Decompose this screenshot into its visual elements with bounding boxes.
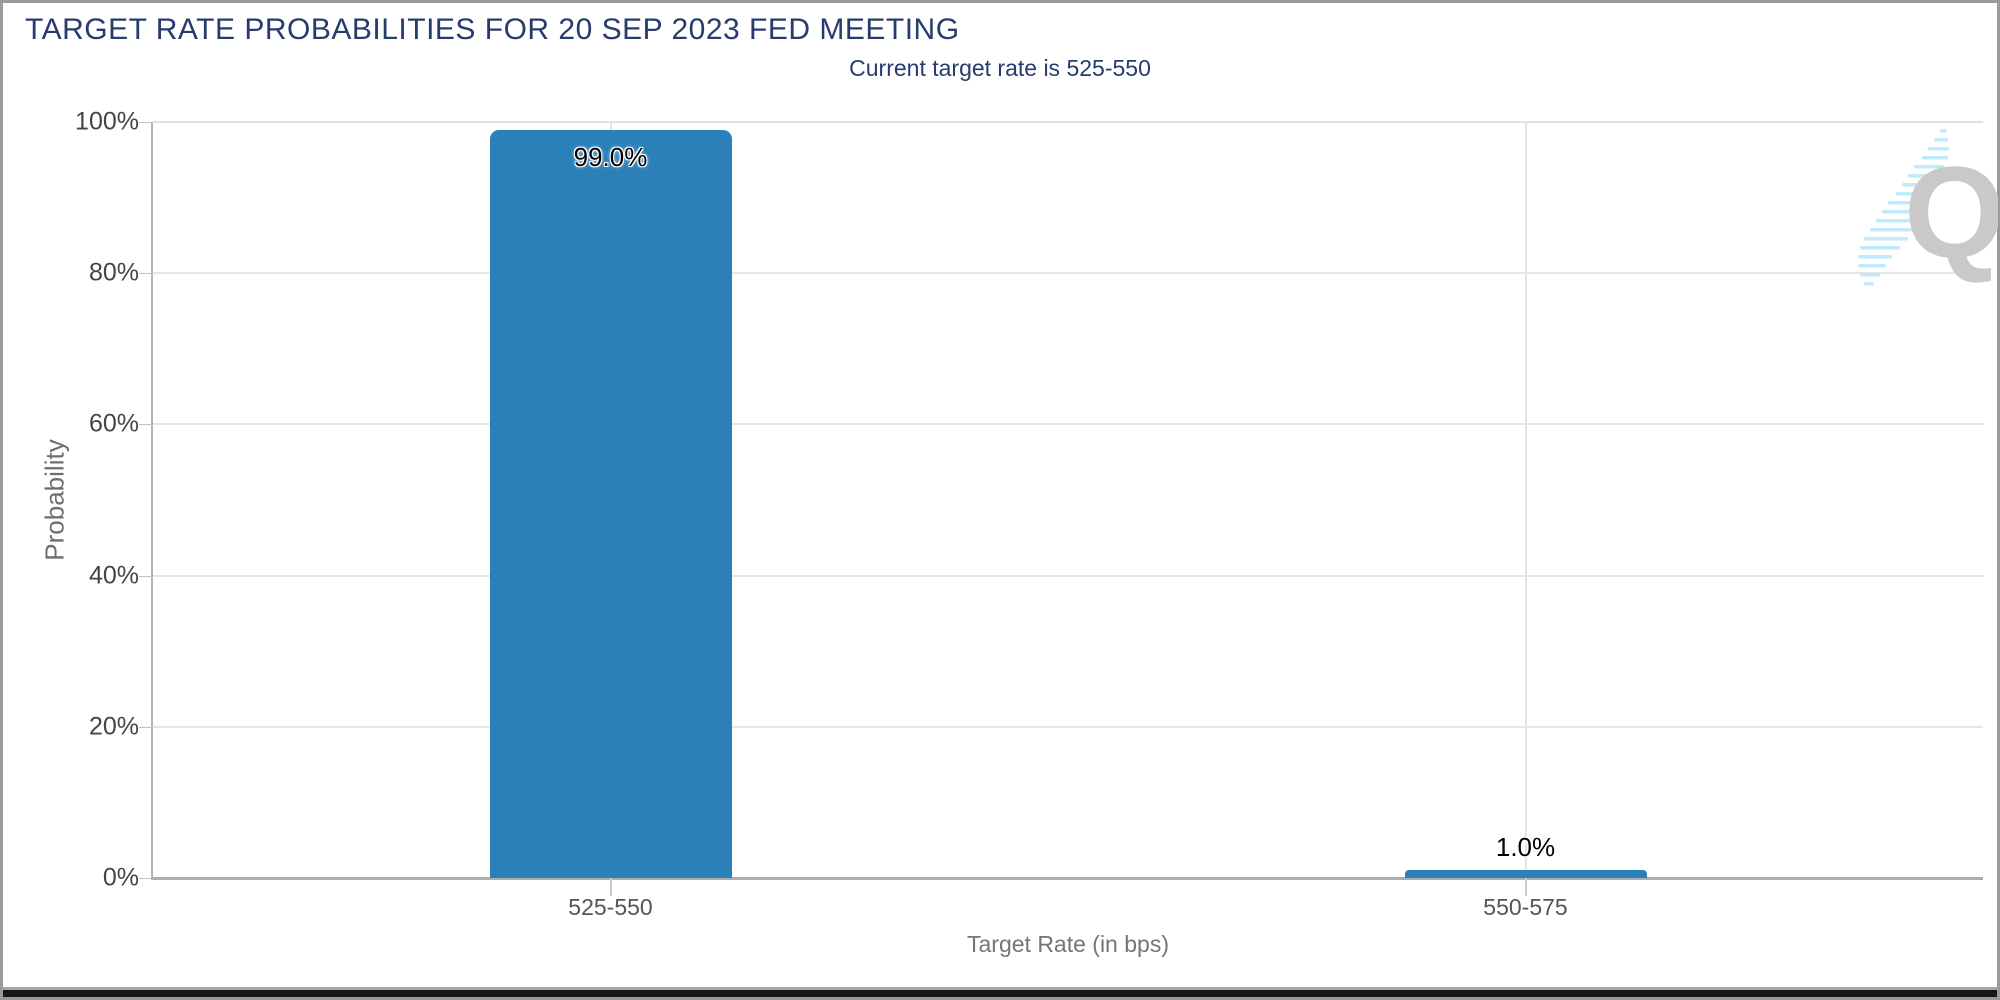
y-tick-mark [139, 122, 153, 123]
y-tick-mark [139, 424, 153, 426]
chart-title: TARGET RATE PROBABILITIES FOR 20 SEP 202… [25, 13, 960, 46]
x-tick-mark [609, 878, 612, 896]
bottom-gray-rule [3, 987, 1997, 990]
y-gridline-100% [153, 121, 1983, 123]
y-tick-label: 80% [88, 258, 139, 287]
y-gridline-40% [153, 574, 1983, 577]
y-tick-label: 0% [102, 863, 139, 892]
y-tick-label: 40% [88, 561, 139, 590]
y-tick-label: 60% [88, 409, 139, 438]
bar-525-550[interactable] [489, 130, 732, 878]
quikstrike-q-logo-icon: Q [1858, 129, 1998, 286]
bar-value-label: 99.0% [573, 142, 648, 172]
x-axis-line [151, 877, 1983, 880]
bottom-black-bar [3, 990, 1997, 997]
bar-550-575[interactable] [1404, 870, 1647, 878]
y-gridline-80% [153, 272, 1983, 275]
x-category-label: 525-550 [568, 894, 653, 920]
y-tick-mark [139, 878, 153, 879]
x-category-label: 550-575 [1483, 894, 1568, 920]
y-tick-mark [139, 726, 153, 728]
fedwatch-chart: TARGET RATE PROBABILITIES FOR 20 SEP 202… [3, 3, 1998, 997]
y-gridline-60% [153, 423, 1983, 426]
y-axis-line [151, 122, 153, 878]
logo-letter-q: Q [1904, 139, 1998, 285]
y-gridline-20% [153, 725, 1983, 728]
chart-subtitle: Current target rate is 525-550 [849, 55, 1151, 81]
y-axis-title: Probability [39, 439, 70, 561]
y-tick-label: 100% [75, 107, 139, 136]
plot-area: 99.0% 1.0% [151, 121, 1983, 880]
x-axis-title: Target Rate (in bps) [967, 931, 1169, 957]
x-tick-mark [1524, 878, 1527, 896]
y-tick-label: 20% [88, 712, 139, 741]
category-gridline-550-575 [1524, 122, 1527, 878]
y-tick-mark [139, 273, 153, 275]
y-tick-mark [139, 575, 153, 577]
bar-value-label: 1.0% [1495, 832, 1556, 862]
